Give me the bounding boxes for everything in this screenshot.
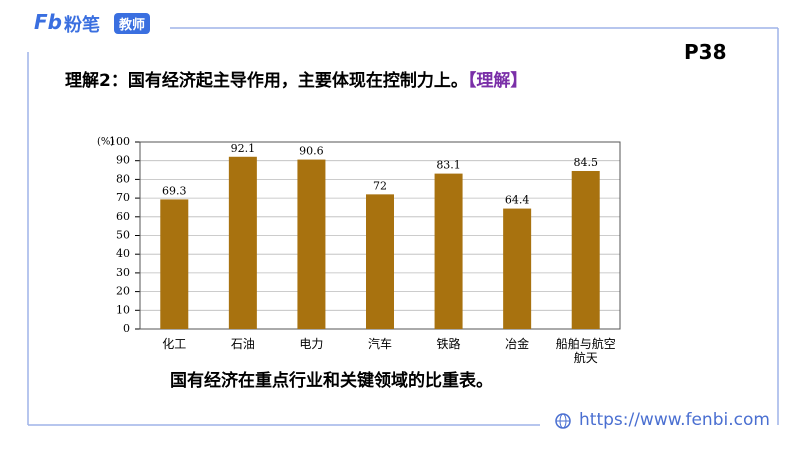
chart: (%) 0 10 20 30 40 50 60 70 80 90 100 69.3 92.1 90.6 72 8… bbox=[97, 135, 621, 335]
badge: 教师 bbox=[114, 13, 151, 34]
y-unit: (%) bbox=[97, 137, 114, 148]
footer-url: https://www.fenbi.com bbox=[579, 410, 770, 430]
y-tick-label: 60 bbox=[116, 210, 130, 223]
logo-mark: Fb bbox=[34, 10, 62, 34]
page-number: P38 bbox=[684, 40, 727, 64]
value-label: 72 bbox=[373, 179, 387, 192]
value-label: 90.6 bbox=[299, 145, 324, 158]
y-tick-label: 30 bbox=[116, 266, 130, 279]
y-tick-label: 40 bbox=[116, 247, 130, 260]
x-tick-label: 铁路 bbox=[436, 337, 461, 351]
bar bbox=[297, 159, 326, 329]
bar bbox=[571, 170, 600, 329]
chart-caption: 国有经济在重点行业和关键领域的比重表。 bbox=[170, 371, 493, 391]
value-label: 64.4 bbox=[505, 194, 530, 207]
value-label: 92.1 bbox=[231, 142, 256, 155]
bar bbox=[366, 194, 394, 329]
bar bbox=[228, 156, 257, 329]
y-tick-label: 10 bbox=[116, 303, 130, 316]
value-label: 83.1 bbox=[436, 159, 461, 172]
x-tick-label: 化工 bbox=[162, 337, 187, 351]
x-tick-label: 石油 bbox=[230, 337, 255, 351]
x-tick-label: 电力 bbox=[299, 337, 324, 351]
y-tick-label: 20 bbox=[116, 285, 130, 298]
heading-text: 理解2：国有经济起主导作用，主要体现在控制力上。 bbox=[65, 71, 468, 91]
y-tick-label: 50 bbox=[116, 229, 130, 242]
y-tick-label: 100 bbox=[109, 135, 130, 148]
y-tick-label: 80 bbox=[116, 172, 130, 185]
value-label: 69.3 bbox=[162, 184, 187, 197]
heading: 理解2：国有经济起主导作用，主要体现在控制力上。【理解】 bbox=[65, 66, 527, 91]
bar bbox=[160, 199, 189, 329]
y-tick-label: 70 bbox=[116, 191, 130, 204]
y-tick-label: 90 bbox=[116, 154, 130, 167]
bar bbox=[434, 173, 463, 329]
x-tick-label: 汽车 bbox=[367, 337, 392, 351]
heading-tag: 【理解】 bbox=[467, 71, 528, 91]
x-tick-label: 冶金 bbox=[505, 337, 530, 351]
logo: 粉笔 bbox=[64, 15, 100, 36]
x-tick-label: 船舶与航空航天 bbox=[555, 337, 616, 365]
value-label: 84.5 bbox=[573, 156, 598, 169]
y-tick-label: 0 bbox=[123, 322, 130, 335]
bar bbox=[503, 208, 532, 329]
